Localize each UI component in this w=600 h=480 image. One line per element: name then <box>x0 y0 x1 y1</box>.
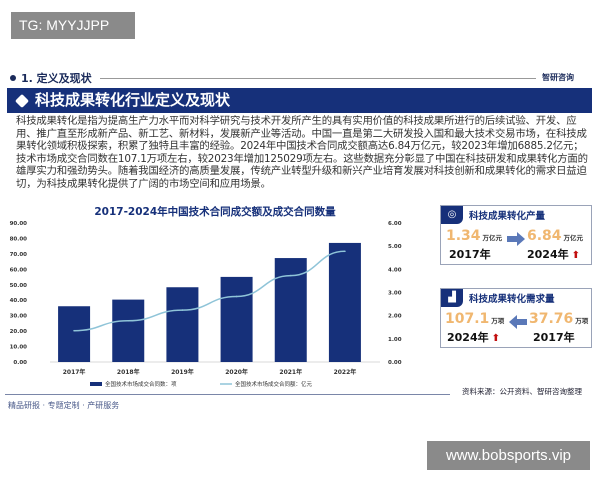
y-left-tick: 20.00 <box>10 329 28 335</box>
x-tick: 2022年 <box>334 368 357 376</box>
banner-title: 科技成果转化行业定义及现状 <box>35 91 231 109</box>
bar-2022年 <box>328 242 361 362</box>
y-right-tick: 1.00 <box>388 337 402 343</box>
y-left-tick: 90.00 <box>10 221 28 227</box>
x-tick: 2019年 <box>171 368 194 376</box>
source-note: 资料来源：公开资料、智研咨询整理 <box>462 387 582 396</box>
y-right-tick: 6.00 <box>388 221 402 227</box>
section-title: 1. 定义及现状 <box>21 72 92 85</box>
value: 1.34 <box>446 228 481 244</box>
year: 2017年 <box>449 248 491 261</box>
line-point-2021年 <box>289 274 292 277</box>
line-point-2018年 <box>127 319 130 322</box>
line-point-2022年 <box>344 250 346 253</box>
brand-logo: 智研咨询 <box>542 73 574 82</box>
card-output: ◎ 科技成果转化产量 1.34 万亿元 2017年 6.84 万亿元 2024年 ⬆ <box>440 205 592 265</box>
y-left-tick: 10.00 <box>10 345 28 351</box>
unit: 万亿元 <box>482 234 503 242</box>
section-header: 1. 定义及现状 <box>10 70 92 86</box>
y-right-tick: 2.00 <box>388 314 402 320</box>
value: 107.1 <box>445 311 490 327</box>
year: 2024年 <box>527 248 569 261</box>
card-title: 科技成果转化产量 <box>469 211 546 222</box>
y-right-tick: 0.00 <box>388 360 402 366</box>
y-left-tick: 30.00 <box>10 314 28 320</box>
divider <box>100 78 536 79</box>
y-left-tick: 50.00 <box>10 283 28 289</box>
bar-2017年 <box>58 306 91 362</box>
arrow-up-icon: ⬆ <box>571 250 581 261</box>
diamond-icon <box>14 93 30 108</box>
line-series <box>74 250 345 332</box>
legend-bar-swatch <box>90 382 102 386</box>
chart-title: 2017-2024年中国技术合同成交额及成交合同数量 <box>94 205 336 218</box>
y-left-tick: 70.00 <box>10 252 28 258</box>
year: 2017年 <box>533 331 575 344</box>
bar-line-chart: 2017-2024年中国技术合同成交额及成交合同数量 0.00 10.00 20.00… <box>10 205 402 388</box>
card-title: 科技成果转化需求量 <box>469 294 555 305</box>
x-tick: 2021年 <box>279 368 302 376</box>
value: 37.76 <box>529 311 574 327</box>
unit: 万亿元 <box>563 234 584 242</box>
footer-slogan: 精品研报 · 专题定制 · 产研服务 <box>8 401 120 410</box>
bar-2019年 <box>166 287 199 362</box>
page-banner: 科技成果转化行业定义及现状 <box>7 88 592 113</box>
unit: 万项 <box>575 317 589 325</box>
bar-2018年 <box>112 299 145 362</box>
line-point-2019年 <box>181 309 184 311</box>
watermark-url: www.bobsports.vip <box>427 441 590 470</box>
divider <box>5 394 450 395</box>
arrow-up-icon: ⬆ <box>491 333 501 344</box>
bar-2020年 <box>220 276 253 362</box>
bar-chart-icon: ▟ <box>441 289 463 307</box>
unit: 万项 <box>491 317 505 325</box>
x-tick: 2020年 <box>225 368 248 376</box>
x-tick: 2018年 <box>117 368 140 376</box>
y-right-tick: 4.00 <box>388 267 402 273</box>
value: 6.84 <box>527 228 562 244</box>
overlay-tag: TG: MYYJJPP <box>11 12 135 39</box>
arrow-left-icon <box>509 315 527 329</box>
body-text: 科技成果转化是指为提高生产力水平而对科学研究与技术开发所产生的具有实用价值的科技… <box>16 115 588 190</box>
y-right-tick: 3.00 <box>388 291 402 297</box>
legend-bar-label: 全国技术市场成交合同数：项 <box>105 380 177 388</box>
y-right-tick: 5.00 <box>388 244 402 250</box>
bullet-icon <box>10 75 16 81</box>
legend-line-label: 全国技术市场成交合同额：亿元 <box>235 380 313 388</box>
card-demand: ▟ 科技成果转化需求量 107.1 万项 2024年 ⬆ 37.76 万项 2017年 <box>440 288 592 348</box>
y-left-tick: 0.00 <box>13 360 27 366</box>
y-left-tick: 60.00 <box>10 267 28 273</box>
gauge-icon: ◎ <box>441 206 463 224</box>
arrow-right-icon <box>507 232 525 246</box>
year: 2024年 <box>447 331 489 344</box>
y-left-tick: 80.00 <box>10 236 28 242</box>
x-tick: 2017年 <box>63 368 86 376</box>
line-point-2017年 <box>73 329 75 332</box>
line-point-2020年 <box>235 295 238 298</box>
y-left-tick: 40.00 <box>10 298 28 304</box>
